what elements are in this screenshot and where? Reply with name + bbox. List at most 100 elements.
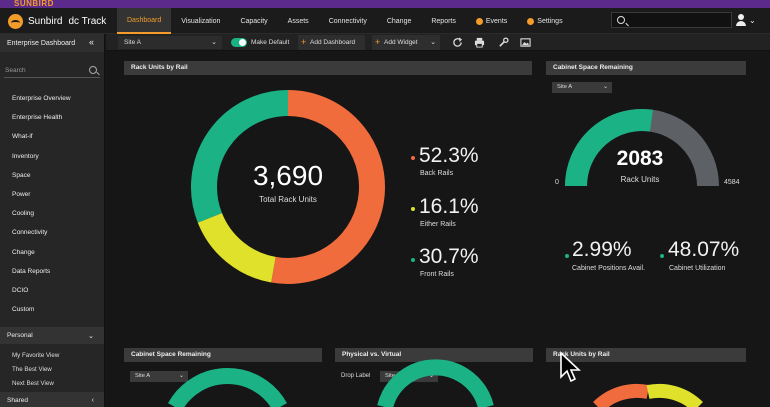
donut-slice-back-rails[interactable] — [271, 90, 385, 284]
either-rails-label: Either Rails — [420, 221, 456, 228]
cabinet-utilization-label: Cabinet Utilization — [669, 265, 726, 272]
add-widget-label: Add Widget — [384, 39, 418, 46]
sidebar-title: Enterprise Dashboard — [7, 39, 76, 47]
cabinet-space-site-select[interactable]: Site A ⌄ — [552, 82, 612, 93]
tab-capacity[interactable]: Capacity — [240, 17, 268, 25]
sidebar-dashboard-list: Enterprise Overview Enterprise Health Wh… — [0, 89, 104, 319]
plus-icon: + — [375, 37, 381, 47]
sidebar-item-custom[interactable]: Custom — [12, 306, 35, 314]
donut-slice-front-rails[interactable] — [191, 90, 289, 223]
personal-section-label: Personal — [7, 332, 33, 339]
sidebar-item-dcio[interactable]: DCIO — [12, 286, 29, 294]
tab-settings-label: Settings — [537, 17, 563, 25]
physical-virtual-title: Physical vs. Virtual — [335, 348, 533, 362]
gauge-fill — [565, 109, 653, 187]
brand-strip: SUNBIRD — [0, 0, 770, 8]
main-nav-tabs: Dashboard Visualization Capacity Assets … — [117, 8, 573, 34]
front-rails-percent: 30.7% — [419, 245, 479, 268]
site-select-value: Site A — [124, 39, 141, 46]
search-icon — [89, 66, 97, 74]
sidebar-item-next-best-view[interactable]: Next Best View — [12, 380, 54, 387]
sidebar-item-enterprise-health[interactable]: Enterprise Health — [12, 114, 63, 122]
chevron-left-icon: ‹ — [91, 397, 94, 404]
donut-slice-either-rails[interactable] — [197, 212, 277, 283]
sidebar-item-connectivity[interactable]: Connectivity — [12, 229, 48, 237]
sidebar-search-input[interactable]: Search — [4, 64, 100, 78]
add-widget-button[interactable]: + Add Widget ⌄ — [372, 35, 440, 50]
tab-dashboard[interactable]: Dashboard — [117, 8, 172, 34]
tab-events[interactable]: Events — [466, 8, 517, 34]
sunbird-logo-icon — [8, 13, 23, 29]
rack-units-donut-chart — [191, 90, 385, 284]
user-menu[interactable]: ⌄ — [736, 14, 758, 28]
shared-section-label: Shared — [7, 397, 28, 404]
cabinet-utilization-percent: 48.07% — [668, 238, 740, 261]
gauge-min-label: 0 — [555, 179, 559, 186]
user-icon-body — [736, 21, 746, 26]
tab-events-label: Events — [485, 17, 508, 25]
cabinet-space-value: 2083 — [616, 147, 664, 170]
add-dashboard-button[interactable]: + Add Dashboard — [298, 35, 365, 50]
top-nav: Sunbird dc Track Dashboard Visualization… — [0, 8, 770, 34]
gauge-max-label: 4584 — [724, 179, 740, 186]
user-icon — [738, 14, 744, 20]
personal-section-header[interactable]: Personal ⌄ — [0, 327, 104, 344]
cabinet-space-site-value: Site A — [557, 84, 573, 90]
back-rails-legend-dot — [411, 156, 415, 160]
image-icon[interactable] — [520, 37, 531, 48]
product-name: dc Track — [68, 15, 107, 27]
bottom-middle-gauge-arc — [377, 359, 494, 407]
sidebar-item-the-best-view[interactable]: The Best View — [12, 366, 52, 373]
sidebar-item-inventory[interactable]: Inventory — [12, 152, 39, 160]
front-rails-label: Front Rails — [420, 271, 454, 278]
tab-settings[interactable]: Settings — [517, 8, 572, 34]
sidebar: Enterprise Dashboard « Search Enterprise… — [0, 34, 105, 407]
brand-strip-text: SUNBIRD — [14, 0, 54, 8]
sidebar-item-space[interactable]: Space — [12, 171, 31, 179]
sidebar-item-enterprise-overview[interactable]: Enterprise Overview — [12, 95, 71, 103]
global-search-input[interactable] — [611, 12, 732, 28]
sunbird-logo[interactable]: Sunbird dc Track — [8, 13, 106, 29]
bottom-cabinet-site-select[interactable]: Site A ⌄ — [130, 371, 188, 382]
total-rack-units-label: Total Rack Units — [259, 195, 317, 204]
positions-avail-dot — [565, 254, 569, 258]
make-default-toggle[interactable] — [231, 38, 247, 47]
refresh-icon[interactable] — [452, 37, 463, 48]
bottom-rack-units-title: Rack Units by Rail — [546, 348, 746, 362]
back-rails-percent: 52.3% — [419, 144, 479, 167]
sidebar-item-my-favorite-view[interactable]: My Favorite View — [12, 352, 60, 359]
sidebar-item-power[interactable]: Power — [12, 191, 31, 199]
positions-avail-percent: 2.99% — [572, 238, 632, 261]
front-rails-legend-dot — [411, 258, 415, 262]
cabinet-space-unit: Rack Units — [620, 175, 660, 184]
tab-assets[interactable]: Assets — [287, 17, 309, 25]
print-icon[interactable] — [474, 37, 485, 48]
tab-visualization[interactable]: Visualization — [181, 17, 221, 25]
bottom-right-donut-orange — [593, 383, 650, 407]
wrench-icon[interactable] — [498, 37, 509, 48]
sidebar-item-cooling[interactable]: Cooling — [12, 210, 35, 218]
sidebar-item-what-if[interactable]: What-if — [12, 133, 33, 141]
tab-connectivity[interactable]: Connectivity — [328, 17, 367, 25]
tab-change[interactable]: Change — [386, 17, 412, 25]
chevron-down-icon: ⌄ — [88, 332, 94, 340]
mouse-cursor-icon — [560, 351, 582, 383]
either-rails-percent: 16.1% — [419, 195, 479, 218]
shared-section-header[interactable]: Shared ‹ — [0, 392, 104, 407]
collapse-sidebar-icon[interactable]: « — [88, 37, 94, 47]
bottom-right-donut-yellow — [646, 383, 703, 407]
make-default-label: Make Default — [251, 39, 290, 46]
add-dashboard-label: Add Dashboard — [310, 39, 356, 46]
sidebar-search-placeholder: Search — [5, 67, 26, 74]
gear-icon — [527, 17, 535, 25]
chevron-down-icon: ⌄ — [428, 373, 434, 379]
positions-avail-label: Cabinet Positions Avail. — [572, 265, 646, 272]
tab-reports[interactable]: Reports — [431, 17, 456, 25]
site-select[interactable]: Site A ⌄ — [118, 36, 222, 49]
chevron-down-icon: ⌄ — [749, 16, 756, 25]
sidebar-item-change[interactable]: Change — [12, 248, 35, 256]
sidebar-item-data-reports[interactable]: Data Reports — [12, 267, 51, 275]
total-rack-units-value: 3,690 — [252, 160, 324, 191]
drop-label-text: Drop Label — [341, 373, 371, 379]
cabinet-utilization-dot — [660, 254, 664, 258]
